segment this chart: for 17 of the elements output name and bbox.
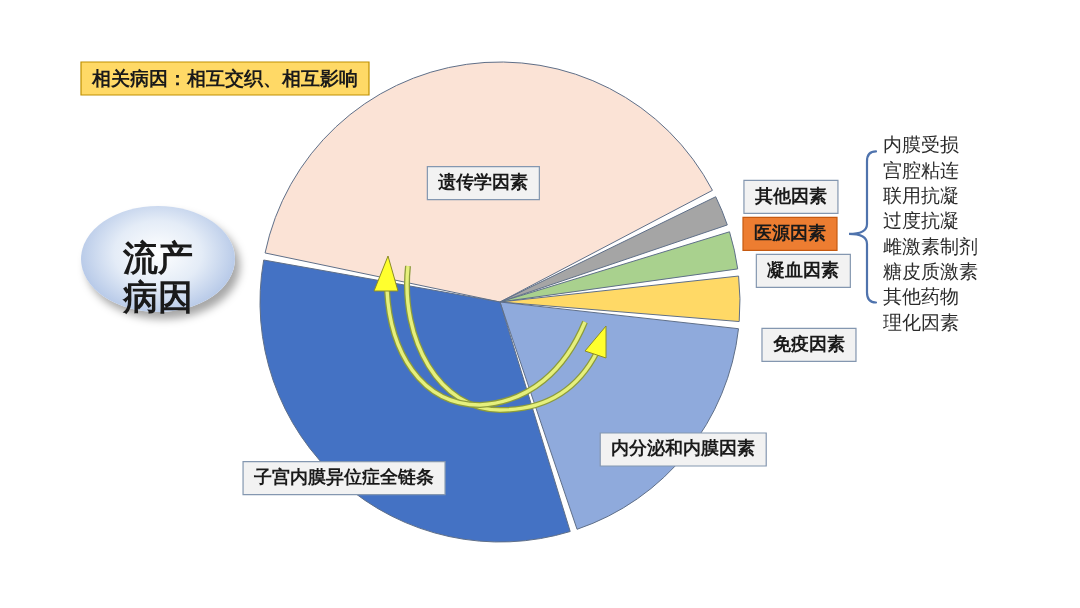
text: 雌激素制剂 [883, 235, 978, 257]
text: 流产病因 [122, 238, 193, 316]
text: 联用抗凝 [883, 185, 959, 207]
slice-label: 其他因素 [753, 185, 827, 206]
slice-label: 遗传学因素 [437, 172, 529, 193]
slice-label: 子宫内膜异位症全链条 [253, 467, 435, 488]
text: 糖皮质激素 [883, 260, 978, 282]
text: 过度抗凝 [883, 210, 959, 232]
slice-label: 凝血因素 [767, 259, 840, 280]
text: 相关病因：相互交织、相互影响 [91, 67, 358, 89]
text: 医源因素 [754, 222, 826, 243]
text: 内膜受损 [883, 134, 959, 156]
text: 宫腔粘连 [883, 159, 959, 181]
slice-label: 免疫因素 [771, 333, 845, 354]
slice-label: 内分泌和内膜因素 [611, 438, 756, 459]
text: 理化因素 [883, 311, 959, 333]
text: 其他药物 [883, 286, 959, 308]
